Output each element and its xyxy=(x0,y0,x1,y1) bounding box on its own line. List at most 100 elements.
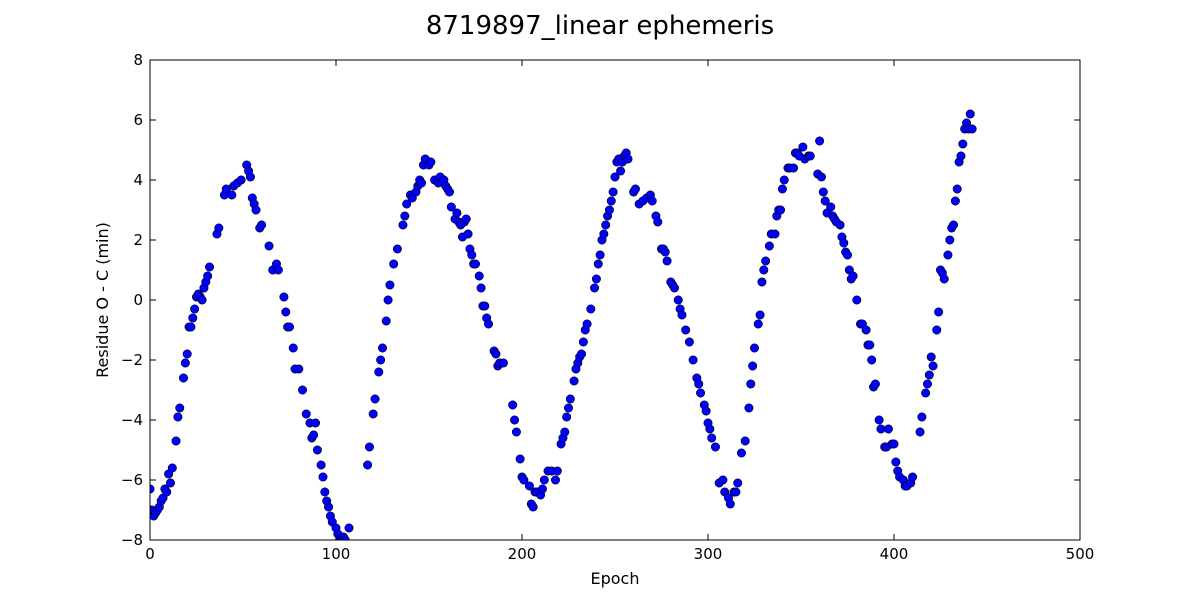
data-point xyxy=(426,157,436,167)
data-point xyxy=(264,241,274,251)
data-point xyxy=(309,430,319,440)
data-point xyxy=(924,370,934,380)
data-point xyxy=(311,418,321,428)
x-tick-label: 0 xyxy=(145,545,155,563)
data-point xyxy=(891,457,901,467)
data-point xyxy=(461,214,471,224)
data-point xyxy=(965,109,975,119)
data-point xyxy=(874,415,884,425)
data-point xyxy=(550,475,560,485)
data-point xyxy=(815,136,825,146)
data-point xyxy=(515,454,525,464)
data-point xyxy=(560,427,570,437)
data-point xyxy=(599,229,609,239)
data-point xyxy=(312,445,322,455)
y-tick-label: −8 xyxy=(121,531,143,549)
y-tick-label: −4 xyxy=(121,411,143,429)
data-point xyxy=(368,409,378,419)
data-point xyxy=(463,229,473,239)
data-point xyxy=(470,259,480,269)
data-point xyxy=(805,151,815,161)
data-point xyxy=(861,325,871,335)
data-point xyxy=(757,277,767,287)
data-point xyxy=(577,349,587,359)
data-point xyxy=(452,208,462,218)
data-point xyxy=(710,442,720,452)
data-point xyxy=(932,325,942,335)
data-point xyxy=(749,343,759,353)
data-point xyxy=(779,175,789,185)
data-point xyxy=(385,280,395,290)
data-point xyxy=(389,259,399,269)
x-tick-label: 200 xyxy=(508,545,537,563)
data-point xyxy=(376,355,386,365)
plot-area-frame xyxy=(149,59,1081,541)
data-point xyxy=(167,463,177,473)
data-point xyxy=(770,229,780,239)
data-point xyxy=(701,406,711,416)
data-point xyxy=(586,304,596,314)
data-point xyxy=(383,295,393,305)
data-point xyxy=(182,349,192,359)
data-point xyxy=(165,478,175,488)
data-point xyxy=(279,292,289,302)
data-point xyxy=(236,175,246,185)
data-point xyxy=(926,352,936,362)
data-point xyxy=(684,337,694,347)
data-point xyxy=(318,472,328,482)
data-point xyxy=(188,313,198,323)
data-point xyxy=(591,274,601,284)
data-point xyxy=(917,412,927,422)
tick-labels: 0 100 200 300 400 500 −8 −6 −4 −2 0 2 4 6 8 xyxy=(121,51,1094,563)
data-point xyxy=(908,472,918,482)
data-point xyxy=(537,484,547,494)
data-point xyxy=(653,217,663,227)
data-point xyxy=(528,502,538,512)
y-tick-label: 6 xyxy=(133,111,143,129)
data-point xyxy=(484,319,494,329)
data-point xyxy=(630,184,640,194)
data-point xyxy=(203,271,213,281)
data-point xyxy=(744,403,754,413)
data-point xyxy=(491,349,501,359)
data-point xyxy=(848,271,858,281)
data-point xyxy=(759,265,769,275)
y-tick-label: 8 xyxy=(133,51,143,69)
data-point xyxy=(251,205,261,215)
data-point xyxy=(402,199,412,209)
data-point xyxy=(227,190,237,200)
data-point xyxy=(696,388,706,398)
data-point xyxy=(467,250,477,260)
data-point xyxy=(316,460,326,470)
data-point xyxy=(616,166,626,176)
data-point xyxy=(257,220,267,230)
data-point xyxy=(301,409,311,419)
data-point xyxy=(593,259,603,269)
data-point xyxy=(344,523,354,533)
data-point xyxy=(214,223,224,233)
data-point xyxy=(539,475,549,485)
data-point xyxy=(171,436,181,446)
data-point xyxy=(798,142,808,152)
data-point xyxy=(816,172,826,182)
data-point xyxy=(660,247,670,257)
data-point xyxy=(740,436,750,446)
data-point xyxy=(677,310,687,320)
data-point xyxy=(381,316,391,326)
data-point xyxy=(510,415,520,425)
x-tick-label: 300 xyxy=(694,545,723,563)
data-point xyxy=(364,442,374,452)
data-point xyxy=(298,385,308,395)
data-point xyxy=(865,340,875,350)
data-point xyxy=(474,271,484,281)
data-point xyxy=(839,238,849,248)
x-axis-label: Epoch xyxy=(591,569,640,588)
data-point xyxy=(604,205,614,215)
data-point xyxy=(363,460,373,470)
data-point xyxy=(870,379,880,389)
data-point xyxy=(578,337,588,347)
y-tick-label: −6 xyxy=(121,471,143,489)
data-point xyxy=(398,220,408,230)
